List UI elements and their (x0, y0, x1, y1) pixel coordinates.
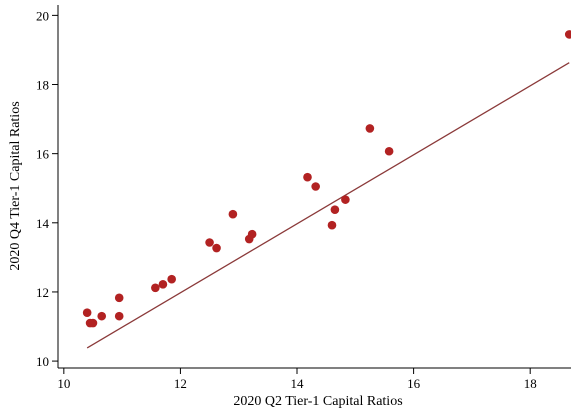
data-point (114, 293, 124, 303)
y-ticks: 10 12 14 16 18 20 (36, 8, 58, 369)
data-point (158, 280, 168, 289)
data-point (228, 209, 238, 219)
data-point (97, 311, 107, 321)
data-point (212, 243, 221, 253)
x-tick-label: 10 (57, 376, 70, 391)
data-point (205, 238, 214, 247)
data-point (564, 30, 571, 39)
data-point (384, 146, 394, 156)
x-tick-label: 18 (524, 376, 537, 391)
y-axis-title: 2020 Q4 Tier-1 Capital Ratios (8, 101, 23, 270)
data-point (303, 172, 312, 182)
fit-line (86, 62, 570, 349)
data-point (167, 274, 176, 284)
data-point (82, 308, 92, 317)
axes (57, 5, 571, 369)
data-point (365, 124, 375, 133)
data-point (247, 229, 257, 239)
data-point (341, 195, 350, 204)
data-point (114, 311, 124, 321)
points-layer (82, 30, 571, 328)
x-tick-label: 16 (407, 376, 421, 391)
y-tick-label: 14 (36, 216, 50, 231)
y-tick-label: 10 (36, 354, 49, 369)
y-tick-label: 16 (36, 147, 50, 162)
fit-line-layer (86, 62, 570, 349)
x-tick-label: 12 (174, 376, 187, 391)
y-tick-label: 12 (36, 285, 49, 300)
y-tick-label: 20 (36, 8, 49, 23)
y-tick-label: 18 (36, 78, 49, 93)
data-point (327, 220, 337, 230)
data-point (330, 205, 340, 214)
x-tick-label: 14 (291, 376, 305, 391)
x-ticks: 10 12 14 16 18 (57, 368, 537, 391)
data-point (311, 182, 320, 191)
data-point (151, 283, 160, 293)
data-point (88, 318, 98, 328)
x-axis-title: 2020 Q2 Tier-1 Capital Ratios (233, 394, 402, 409)
